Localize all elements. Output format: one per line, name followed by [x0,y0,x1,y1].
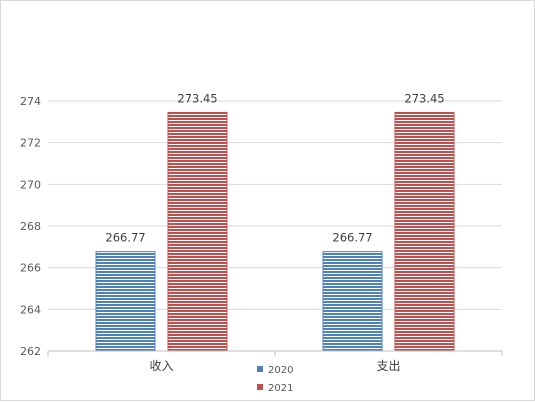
y-tick-label: 272 [20,137,41,150]
y-tick-label: 270 [20,178,41,191]
legend-swatch-2020 [257,366,263,372]
x-category-label: 支出 [376,359,400,373]
data-labels: 266.77 273.45 266.77 273.45 [105,91,444,244]
x-category-label: 收入 [149,359,173,373]
legend-swatch-2021 [257,384,263,390]
legend: 2020 2021 [257,365,293,394]
x-axis-category-labels: 收入 支出 [149,359,400,373]
bar-2020-支出 [322,251,383,352]
x-axis [47,350,503,356]
legend-label-2021: 2021 [268,383,293,394]
bar-2020-收入 [95,251,156,352]
data-label: 273.45 [404,91,444,105]
y-axis-tick-labels: 262 264 266 268 270 272 274 [20,95,41,358]
data-label: 266.77 [105,231,145,245]
data-label: 266.77 [332,231,372,245]
bar-2021-支出 [394,111,455,352]
bar-2021-收入 [167,111,228,352]
legend-label-2020: 2020 [268,365,293,376]
y-tick-label: 266 [20,262,41,275]
y-tick-label: 264 [20,303,41,316]
y-tick-label: 262 [20,345,41,358]
bars [95,111,455,352]
y-tick-label: 268 [20,220,41,233]
y-tick-label: 274 [20,95,41,108]
data-label: 273.45 [177,91,217,105]
